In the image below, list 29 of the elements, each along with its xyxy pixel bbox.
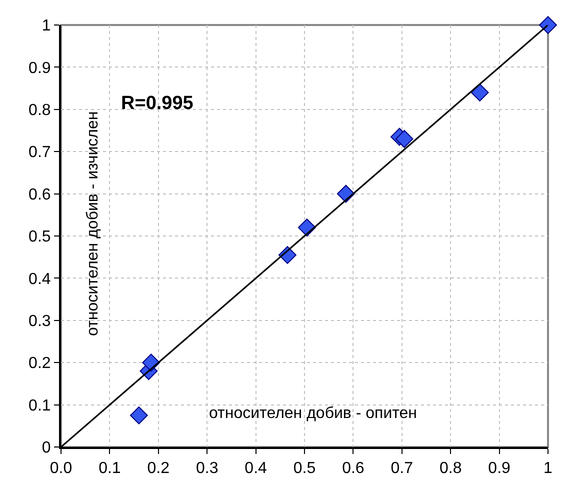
point (395, 130, 414, 148)
y-tick-label: 0.4 (28, 270, 51, 288)
point (130, 406, 148, 424)
y-tick-label: 1 (42, 18, 51, 35)
x-tick-label: 0.8 (439, 460, 462, 478)
y-tick-label: 0.9 (28, 60, 51, 77)
x-tick-label: 0.5 (293, 460, 316, 478)
y-axis-title: относителен добив - изчислен (84, 111, 102, 336)
x-tick-label: 0.4 (244, 460, 268, 478)
y-tick-label: 0.5 (28, 228, 51, 246)
y-tick-label: 0.3 (28, 313, 51, 330)
y-tick-label: 0.7 (28, 144, 51, 162)
x-axis-title: относителен добив - опитен (209, 405, 418, 422)
y-tick-label: 0.1 (28, 397, 51, 414)
x-tick-label: 0.3 (196, 460, 218, 478)
x-tick-label: 0.6 (342, 460, 364, 478)
y-tick-label: 0.6 (28, 186, 51, 204)
y-tick-label: 0.2 (28, 355, 51, 372)
point (470, 84, 489, 102)
x-tick-label: 1 (544, 460, 553, 478)
point (539, 16, 557, 34)
y-tick-label: 0.8 (28, 102, 51, 119)
x-tick-label: 0.0 (50, 460, 72, 478)
x-tick-label: 0.1 (98, 460, 121, 478)
x-tick-label: 0.7 (390, 460, 414, 478)
y-tick-label: 0 (42, 440, 51, 457)
x-tick-label: 0.9 (488, 460, 511, 478)
x-tick-label: 0.2 (147, 460, 170, 478)
annotation: R=0.995 (121, 93, 194, 114)
